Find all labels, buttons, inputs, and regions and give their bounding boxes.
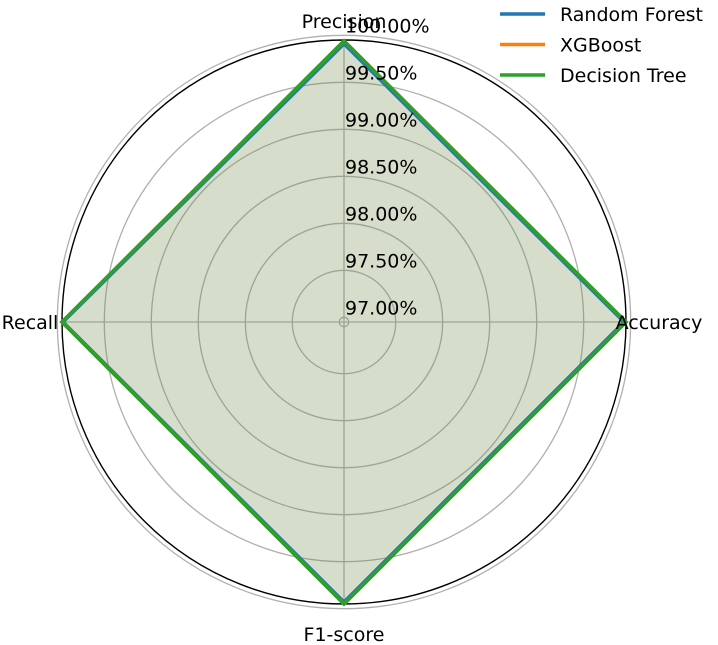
rtick-label-1: 97.50% [345,250,417,272]
series-fill-decision-tree [62,40,626,604]
legend-label-xgboost: XGBoost [560,35,641,57]
rtick-label-6: 100.00% [345,15,430,37]
axis-label-accuracy: Accuracy [616,312,703,334]
axis-label-precision: Precision [302,11,387,33]
rtick-label-0: 97.00% [345,297,417,319]
axis-label-f1-score: F1-score [304,624,385,645]
rtick-label-5: 99.50% [345,62,417,84]
axis-spokes [62,40,626,604]
rtick-label-2: 98.00% [345,203,417,225]
axis-label-recall: Recall [2,312,59,334]
rtick-label-3: 98.50% [345,156,417,178]
axis-labels: Accuracy Precision Recall F1-score [2,11,703,645]
legend: Random Forest XGBoost Decision Tree [500,4,703,87]
rtick-label-4: 99.00% [345,109,417,131]
legend-label-decision-tree: Decision Tree [560,65,687,87]
radial-tick-labels: 97.00% 97.50% 98.00% 98.50% 99.00% 99.50% 100.… [345,15,430,319]
grid-circle-6 [56,34,632,610]
series-layer [59,38,629,607]
legend-label-random-forest: Random Forest [560,4,703,26]
